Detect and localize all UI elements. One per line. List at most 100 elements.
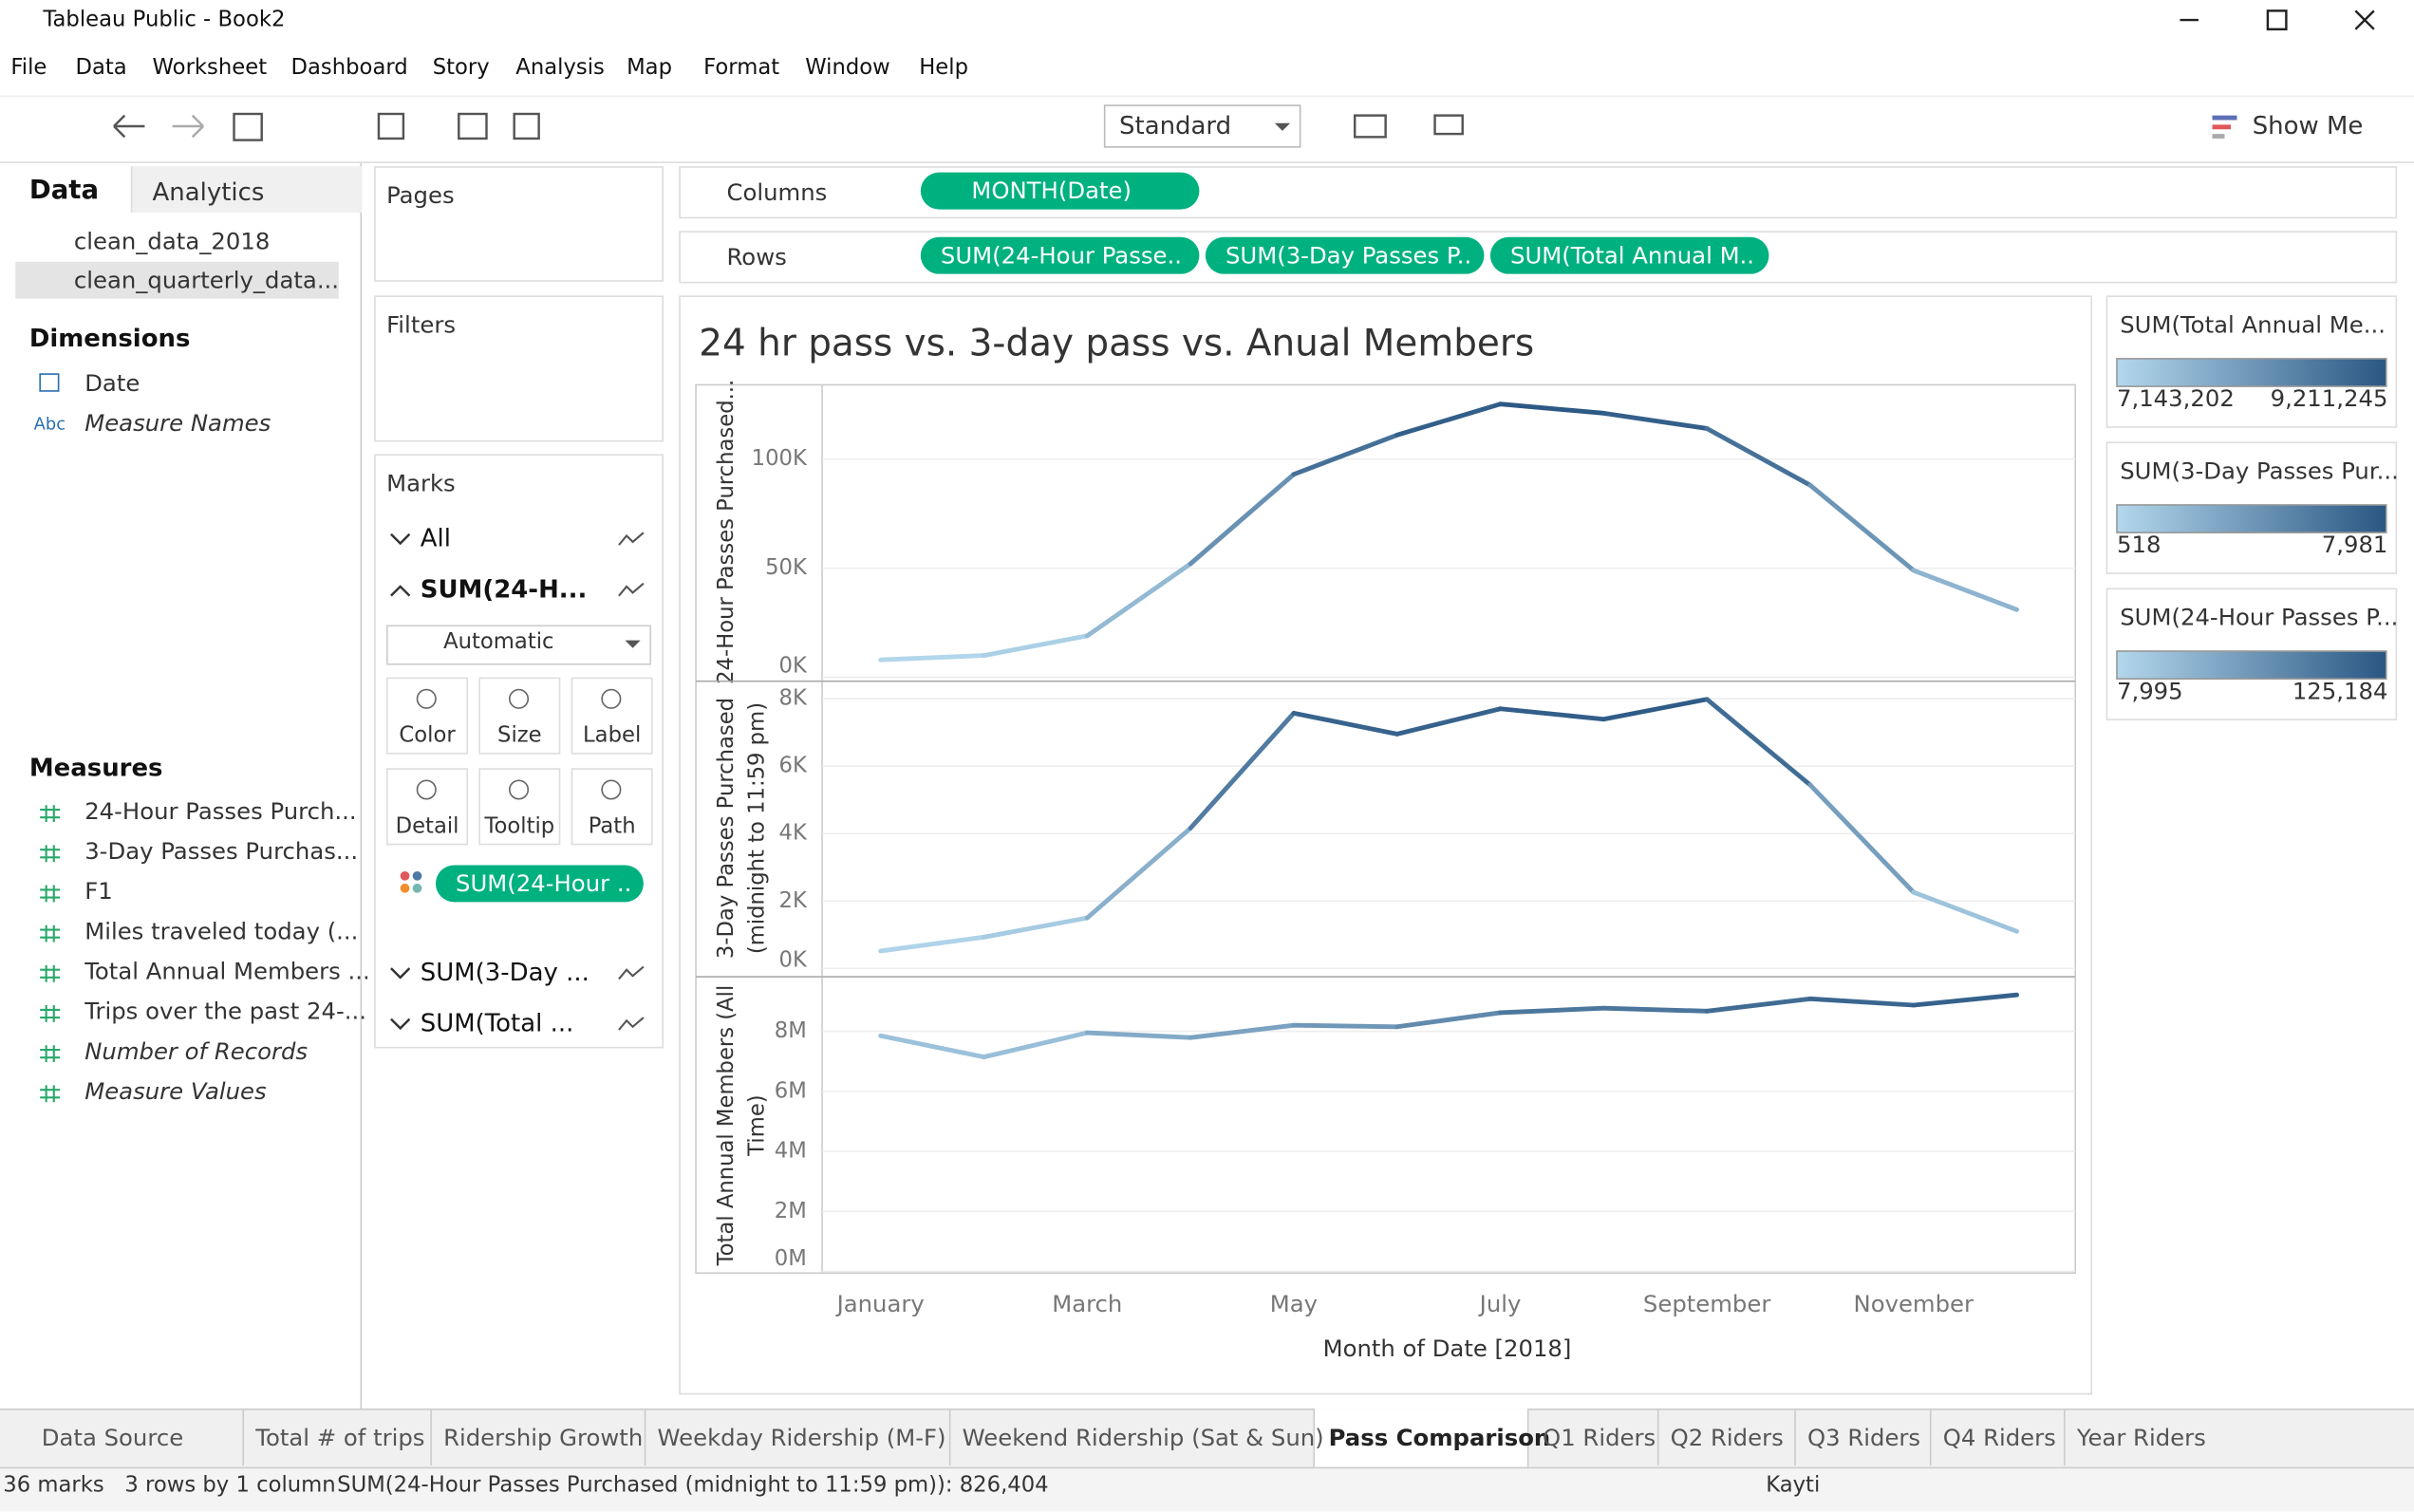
status-text: 3 rows by 1 column bbox=[124, 1473, 336, 1499]
measure[interactable]: 3-Day Passes Purchas... bbox=[84, 837, 359, 866]
mark-button[interactable] bbox=[571, 677, 653, 755]
color-legend bbox=[2105, 588, 2398, 721]
legend-max: 125,184 bbox=[2292, 677, 2388, 705]
shelf-label: Rows bbox=[726, 243, 787, 271]
menu-item[interactable]: Window bbox=[805, 55, 890, 81]
data-pane bbox=[0, 162, 363, 1409]
marks-card bbox=[374, 454, 664, 1049]
mark-button[interactable] bbox=[478, 768, 561, 846]
pill[interactable] bbox=[920, 172, 1200, 210]
dimension[interactable]: Measure Names bbox=[84, 409, 271, 438]
mark-type-dropdown[interactable] bbox=[386, 625, 652, 665]
field-type: Abc bbox=[33, 414, 66, 435]
filters-card bbox=[374, 295, 664, 442]
card-title: Marks bbox=[386, 469, 456, 497]
window-title: Tableau Public - Book2 bbox=[43, 8, 286, 33]
legend-title: SUM(24-Hour Passes P... bbox=[2120, 603, 2399, 631]
pill-text[interactable]: SUM(24-Hour Passe.. bbox=[940, 241, 1182, 270]
show-me[interactable]: Show Me bbox=[2252, 110, 2364, 140]
mark-button[interactable] bbox=[478, 677, 561, 755]
analytics-tab[interactable]: Analytics bbox=[152, 177, 265, 207]
menu-item[interactable]: Map bbox=[627, 55, 672, 81]
mark-button[interactable] bbox=[571, 768, 653, 846]
data-source[interactable]: clean_data_2018 bbox=[73, 228, 271, 256]
mark-button-label[interactable]: Label bbox=[583, 723, 642, 749]
mark-button-label[interactable]: Path bbox=[588, 813, 636, 839]
pill[interactable] bbox=[920, 236, 1200, 274]
fit-value[interactable]: Standard bbox=[1119, 110, 1232, 140]
color-legend bbox=[2105, 295, 2398, 428]
legend-title: SUM(Total Annual Me... bbox=[2120, 310, 2386, 339]
measure[interactable]: Total Annual Members ... bbox=[84, 957, 370, 985]
card-title: Pages bbox=[386, 181, 455, 210]
measure[interactable]: Measure Values bbox=[84, 1077, 267, 1106]
measure[interactable]: F1 bbox=[84, 877, 113, 905]
pill[interactable] bbox=[1489, 236, 1769, 274]
mark-card[interactable]: SUM(24-H... bbox=[420, 573, 588, 604]
measure[interactable]: Number of Records bbox=[84, 1037, 309, 1066]
sheet-tab[interactable]: Data Source bbox=[41, 1424, 184, 1452]
menu-item[interactable]: Dashboard bbox=[290, 55, 408, 81]
status-text: 36 marks bbox=[3, 1473, 104, 1499]
sheet-tab[interactable]: Pass Comparison bbox=[1328, 1424, 1551, 1452]
pill-text[interactable]: SUM(Total Annual M.. bbox=[1509, 241, 1755, 270]
mark-card[interactable]: SUM(Total ... bbox=[420, 1008, 574, 1038]
menu-item[interactable]: Analysis bbox=[515, 55, 605, 81]
sheet-tab[interactable]: Q2 Riders bbox=[1670, 1424, 1784, 1452]
rows-shelf bbox=[679, 231, 2398, 284]
window-controls[interactable] bbox=[2180, 9, 2375, 31]
mark-card[interactable]: SUM(3-Day ... bbox=[420, 957, 589, 987]
measure[interactable]: Trips over the past 24-... bbox=[84, 997, 366, 1026]
legend-min: 518 bbox=[2116, 531, 2161, 559]
menu-item[interactable]: File bbox=[10, 55, 47, 81]
sheet-tab[interactable]: Total # of trips bbox=[255, 1424, 425, 1452]
mark-button-label[interactable]: Tooltip bbox=[484, 813, 555, 839]
menu-item[interactable]: Help bbox=[919, 55, 968, 81]
worksheet bbox=[679, 295, 2093, 1395]
pill-text[interactable]: SUM(3-Day Passes P.. bbox=[1225, 241, 1472, 270]
pill[interactable] bbox=[435, 865, 644, 903]
legend-title: SUM(3-Day Passes Pur... bbox=[2120, 457, 2399, 485]
color-legend bbox=[2105, 441, 2398, 574]
mark-button-label[interactable]: Size bbox=[497, 723, 542, 749]
measure[interactable]: 24-Hour Passes Purch... bbox=[84, 797, 357, 826]
menu-item[interactable]: Story bbox=[432, 55, 490, 81]
legend-min: 7,143,202 bbox=[2116, 384, 2235, 413]
sheet-tab[interactable]: Ridership Growth bbox=[443, 1424, 644, 1452]
toolbar bbox=[0, 95, 2414, 163]
pill-text[interactable]: SUM(24-Hour .. bbox=[456, 869, 632, 898]
sheet-tab-bar bbox=[0, 1408, 2414, 1467]
sheet-tab[interactable]: Q4 Riders bbox=[1942, 1424, 2056, 1452]
mark-card[interactable]: All bbox=[420, 523, 451, 553]
sheet-tab[interactable]: Q3 Riders bbox=[1807, 1424, 1921, 1452]
measure[interactable]: Miles traveled today (... bbox=[84, 917, 359, 945]
mark-type[interactable]: Automatic bbox=[443, 629, 554, 655]
status-bar bbox=[0, 1466, 2414, 1512]
mark-button-label[interactable]: Color bbox=[399, 723, 456, 749]
data-tab[interactable]: Data bbox=[28, 175, 100, 207]
sheet-tab[interactable]: Q1 Riders bbox=[1543, 1424, 1656, 1452]
section-title: Measures bbox=[28, 753, 163, 782]
sheet-tab[interactable]: Year Riders bbox=[2076, 1424, 2206, 1452]
analytics-tab-bg bbox=[130, 166, 363, 213]
legend-max: 9,211,245 bbox=[2270, 384, 2388, 413]
status-user[interactable]: Kayti bbox=[1766, 1473, 1821, 1499]
fit-dropdown[interactable] bbox=[1103, 104, 1301, 148]
data-source[interactable]: clean_quarterly_data... bbox=[73, 266, 340, 294]
mark-button[interactable] bbox=[386, 677, 469, 755]
pill-text[interactable]: MONTH(Date) bbox=[971, 177, 1132, 205]
mark-button-label[interactable]: Detail bbox=[395, 813, 459, 839]
pill[interactable] bbox=[1205, 236, 1485, 274]
menu-item[interactable]: Format bbox=[703, 55, 780, 81]
mark-button[interactable] bbox=[386, 768, 469, 846]
dimension[interactable]: Date bbox=[84, 369, 140, 398]
sheet-tab[interactable]: Weekday Ridership (M-F) bbox=[657, 1424, 946, 1452]
shelf-label: Columns bbox=[726, 178, 828, 207]
sheet-tab[interactable]: Weekend Ridership (Sat & Sun) bbox=[962, 1424, 1324, 1452]
source-selected bbox=[15, 261, 339, 299]
legend-max: 7,981 bbox=[2321, 531, 2388, 559]
menu-item[interactable]: Data bbox=[75, 55, 127, 81]
menu-item[interactable]: Worksheet bbox=[152, 55, 268, 81]
